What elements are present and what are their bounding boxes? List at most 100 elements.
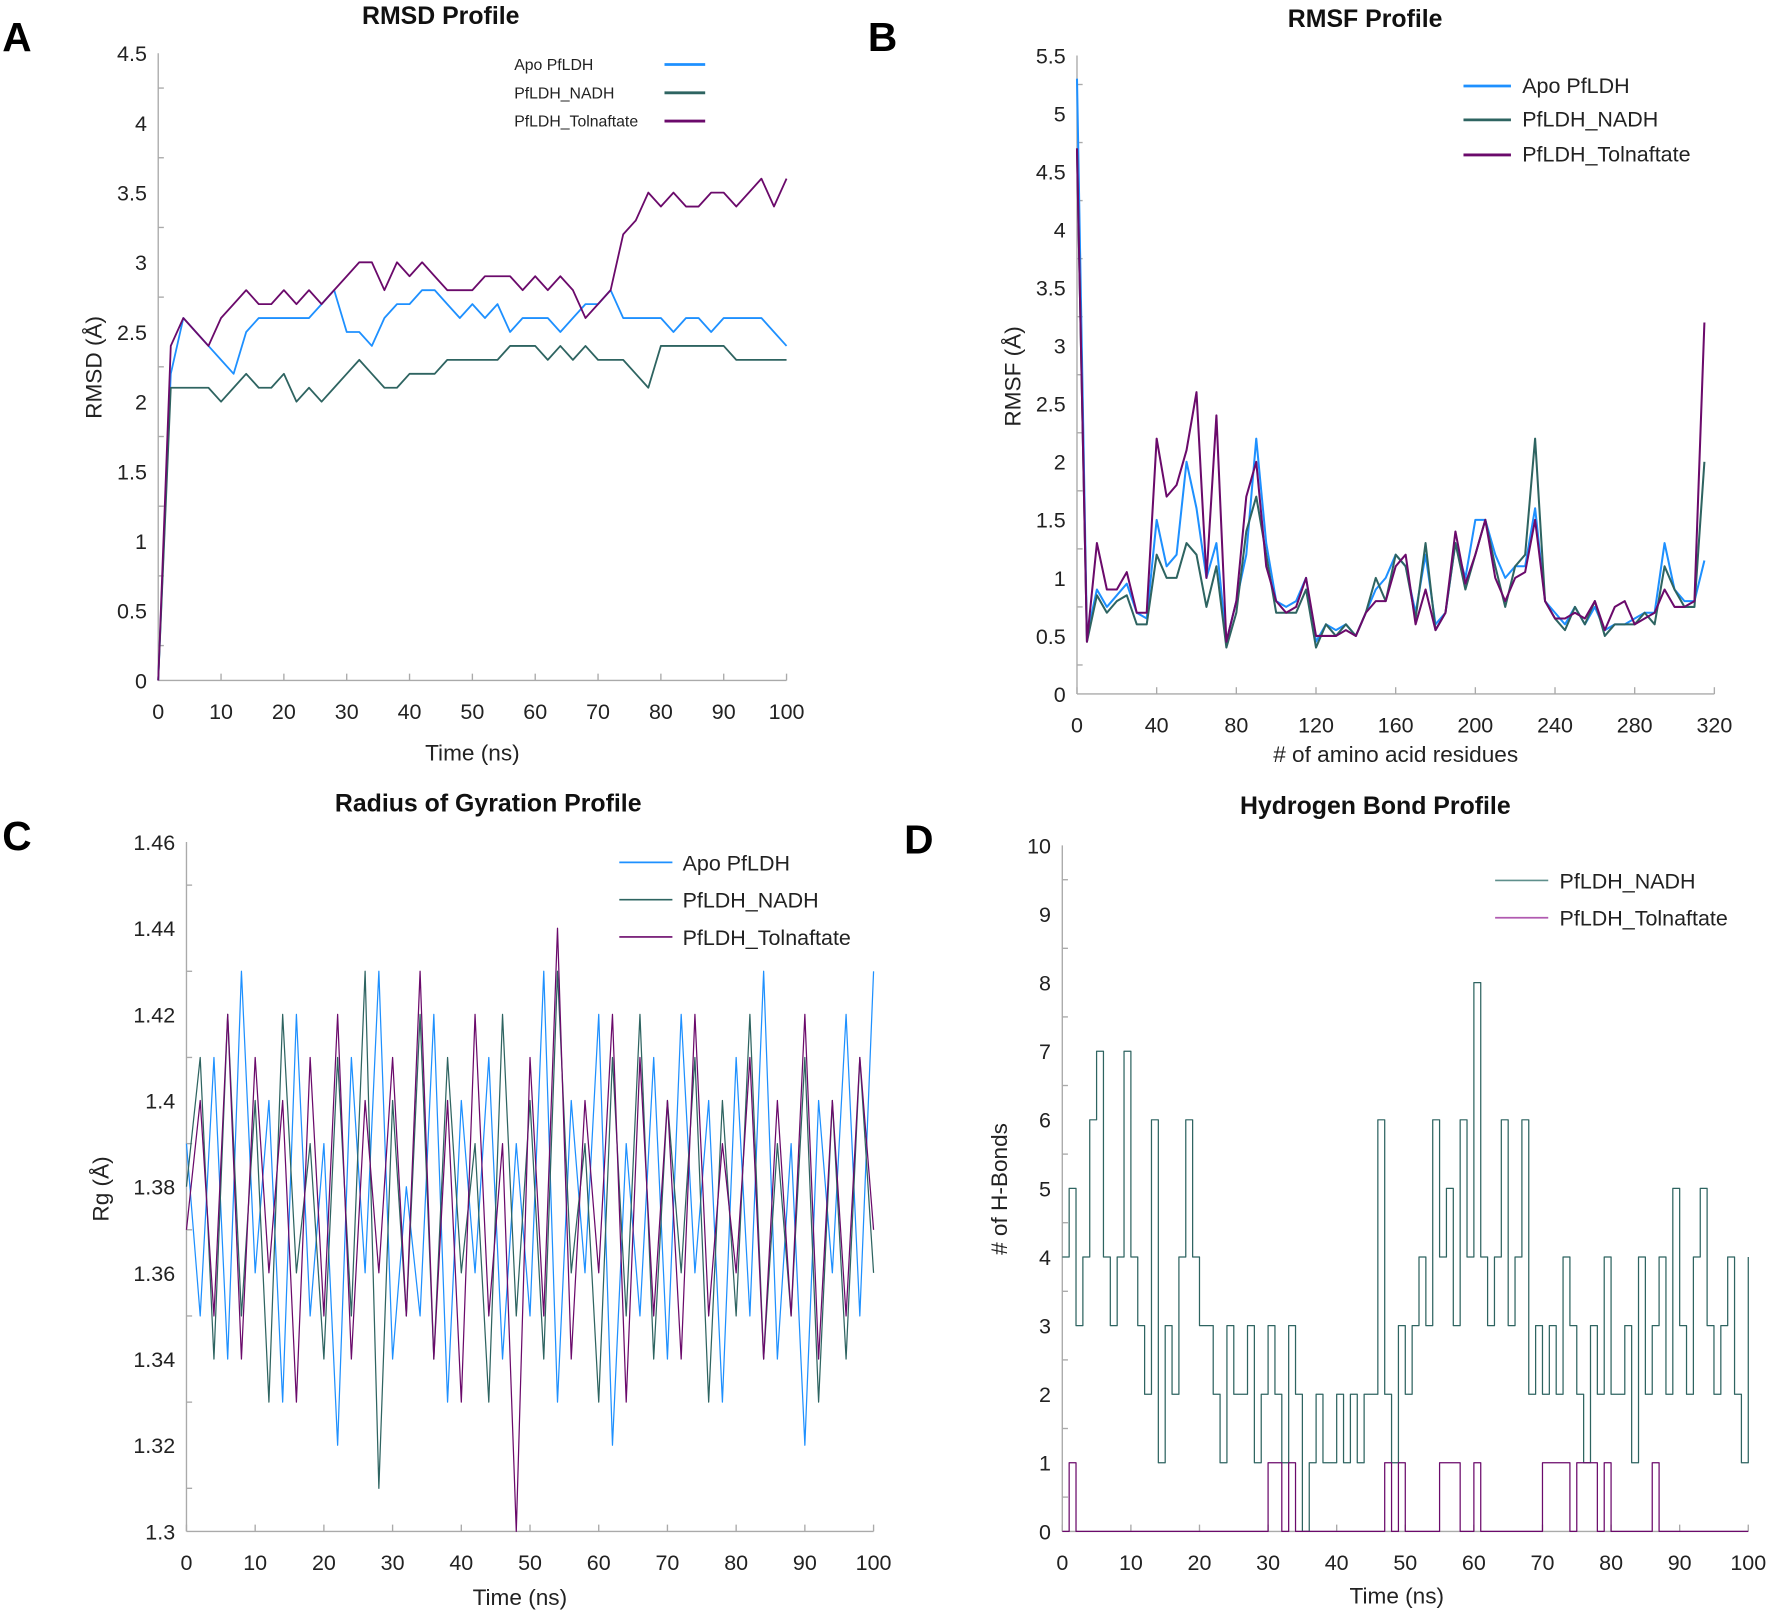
chart-title-rg: Radius of Gyration Profile bbox=[335, 790, 642, 818]
y-tick-label: 4.5 bbox=[1036, 160, 1066, 184]
x-tick-label: 100 bbox=[1730, 1551, 1766, 1575]
y-tick-label: 7 bbox=[1039, 1040, 1051, 1064]
x-tick-label: 40 bbox=[398, 700, 422, 724]
panel-d: D Hydrogen Bond Profile Time (ns) # of H… bbox=[904, 792, 1728, 1609]
legend-label-nadh: PfLDH_NADH bbox=[683, 889, 819, 913]
y-tick-label: 0.5 bbox=[1036, 625, 1066, 649]
y-tick-label: 1.4 bbox=[145, 1089, 175, 1113]
y-tick-label: 2.5 bbox=[1036, 393, 1066, 417]
x-tick-label: 100 bbox=[769, 700, 805, 724]
plot-rmsf: 0 0.5 1 1.5 2 2.5 3 3.5 4 4.5 5 5.5 0 40 80 120 160 200 24… bbox=[1036, 44, 1733, 737]
x-tick-label: 70 bbox=[655, 1551, 679, 1575]
legend-label-tolnaftate: PfLDH_Tolnaftate bbox=[514, 114, 638, 131]
y-tick-label: 1.5 bbox=[1036, 509, 1066, 533]
legend-rmsd: Apo PfLDH PfLDH_NADH PfLDH_Tolnaftate bbox=[514, 57, 706, 131]
x-tick-label: 240 bbox=[1537, 713, 1573, 737]
y-tick-label: 6 bbox=[1039, 1109, 1051, 1133]
x-tick-label: 0 bbox=[152, 700, 164, 724]
panel-b: B RMSF Profile # of amino acid residues … bbox=[868, 5, 1691, 767]
x-tick-label: 120 bbox=[1298, 713, 1334, 737]
x-tick-label: 200 bbox=[1457, 713, 1493, 737]
legend-label-tolnaftate: PfLDH_Tolnaftate bbox=[1560, 907, 1728, 931]
y-tick-label: 1 bbox=[1039, 1452, 1051, 1476]
x-tick-label: 80 bbox=[1599, 1551, 1623, 1575]
x-axis-label-hbond: Time (ns) bbox=[1350, 1584, 1445, 1609]
y-tick-label: 4 bbox=[135, 112, 147, 136]
x-tick-label: 10 bbox=[209, 700, 233, 724]
y-tick-label: 3.5 bbox=[1036, 277, 1066, 301]
series-line-tolnaftate bbox=[185, 927, 875, 1533]
y-tick-label: 2.5 bbox=[117, 321, 147, 345]
x-tick-label: 320 bbox=[1696, 713, 1732, 737]
x-tick-label: 0 bbox=[180, 1551, 192, 1575]
y-axis-label-hbond: # of H-Bonds bbox=[987, 1123, 1012, 1255]
x-tick-label: 80 bbox=[649, 700, 673, 724]
panel-label-d: D bbox=[904, 816, 933, 862]
x-tick-label: 160 bbox=[1378, 713, 1414, 737]
legend-label-apo: Apo PfLDH bbox=[1522, 74, 1629, 98]
x-tick-label: 80 bbox=[724, 1551, 748, 1575]
y-tick-label: 5.5 bbox=[1036, 44, 1066, 68]
y-tick-label: 1.34 bbox=[133, 1348, 175, 1372]
x-tick-label: 40 bbox=[1325, 1551, 1349, 1575]
x-axis-label-rg: Time (ns) bbox=[473, 1585, 568, 1610]
x-tick-label: 20 bbox=[1188, 1551, 1212, 1575]
legend-label-tolnaftate: PfLDH_Tolnaftate bbox=[1522, 143, 1690, 167]
x-tick-label: 0 bbox=[1056, 1551, 1068, 1575]
y-tick-label: 5 bbox=[1039, 1177, 1051, 1201]
y-tick-label: 3 bbox=[1054, 335, 1066, 359]
x-tick-label: 80 bbox=[1224, 713, 1248, 737]
panel-label-c: C bbox=[2, 813, 31, 859]
y-tick-label: 1.5 bbox=[117, 460, 147, 484]
x-tick-label: 50 bbox=[518, 1551, 542, 1575]
y-tick-label: 0.5 bbox=[117, 600, 147, 624]
series-line-tolnaftate bbox=[1062, 1462, 1749, 1533]
x-tick-label: 20 bbox=[272, 700, 296, 724]
y-tick-label: 1.38 bbox=[133, 1176, 175, 1200]
y-tick-label: 8 bbox=[1039, 972, 1051, 996]
y-tick-label: 1.36 bbox=[133, 1262, 175, 1286]
x-tick-label: 0 bbox=[1071, 713, 1083, 737]
y-tick-label: 1.3 bbox=[145, 1520, 175, 1544]
y-tick-label: 1.46 bbox=[133, 831, 175, 855]
x-axis-label-rmsd: Time (ns) bbox=[425, 741, 520, 766]
legend-label-nadh: PfLDH_NADH bbox=[1560, 869, 1696, 893]
chart-title-rmsd: RMSD Profile bbox=[362, 2, 519, 30]
x-tick-label: 20 bbox=[312, 1551, 336, 1575]
legend-label-tolnaftate: PfLDH_Tolnaftate bbox=[683, 926, 851, 950]
y-tick-label: 0 bbox=[1039, 1520, 1051, 1544]
legend-label-nadh: PfLDH_NADH bbox=[1522, 108, 1658, 132]
y-tick-label: 0 bbox=[135, 669, 147, 693]
legend-label-apo: Apo PfLDH bbox=[514, 57, 593, 74]
series-line-nadh bbox=[1062, 981, 1749, 1533]
series-line-tolnaftate bbox=[157, 177, 788, 681]
panel-label-a: A bbox=[2, 14, 31, 60]
x-tick-label: 70 bbox=[586, 700, 610, 724]
y-tick-label: 2 bbox=[1039, 1383, 1051, 1407]
y-tick-label: 1 bbox=[1054, 567, 1066, 591]
y-tick-label: 3 bbox=[135, 251, 147, 275]
x-tick-label: 10 bbox=[1119, 1551, 1143, 1575]
x-tick-label: 50 bbox=[1393, 1551, 1417, 1575]
x-tick-label: 100 bbox=[856, 1551, 892, 1575]
x-axis-label-rmsf: # of amino acid residues bbox=[1273, 742, 1518, 767]
series-line-nadh bbox=[1075, 148, 1706, 649]
y-tick-label: 3.5 bbox=[117, 182, 147, 206]
panel-label-b: B bbox=[868, 14, 897, 60]
x-tick-label: 30 bbox=[1256, 1551, 1280, 1575]
y-tick-label: 10 bbox=[1027, 834, 1051, 858]
legend-rg: Apo PfLDH PfLDH_NADH PfLDH_Tolnaftate bbox=[619, 851, 851, 950]
series-line-tolnaftate bbox=[1075, 148, 1706, 643]
y-tick-label: 4 bbox=[1039, 1246, 1051, 1270]
x-tick-label: 40 bbox=[449, 1551, 473, 1575]
chart-title-rmsf: RMSF Profile bbox=[1288, 5, 1443, 33]
y-tick-label: 2 bbox=[1054, 451, 1066, 475]
legend-hbond: PfLDH_NADH PfLDH_Tolnaftate bbox=[1495, 869, 1728, 931]
y-tick-label: 1.32 bbox=[133, 1434, 175, 1458]
y-tick-label: 4.5 bbox=[117, 42, 147, 66]
y-tick-label: 9 bbox=[1039, 903, 1051, 927]
plot-areas: 00.511.522.533.544.50 10 20 30 40 50 60 70 80 90 1… bbox=[117, 42, 1766, 1575]
panel-c: C Radius of Gyration Profile Time (ns) R… bbox=[2, 790, 851, 1610]
